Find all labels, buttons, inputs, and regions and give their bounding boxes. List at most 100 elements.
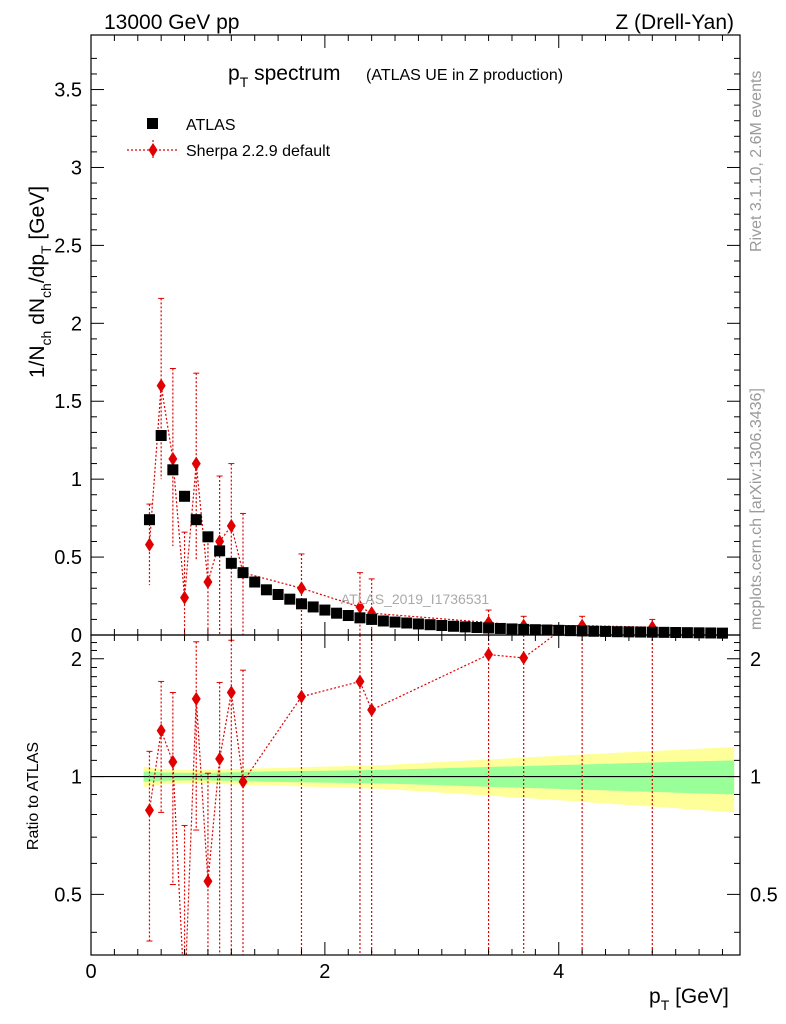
- legend-mc-marker: [148, 143, 158, 157]
- main-data-point: [553, 624, 565, 636]
- main-data-point: [716, 627, 728, 639]
- main-y-tick-label: 2: [71, 313, 82, 335]
- main-y-tick-label: 0: [71, 625, 82, 647]
- main-data-point: [518, 623, 530, 635]
- ratio-y-tick-label-right: 1: [750, 767, 761, 789]
- ratio-y-tick-label: 2: [71, 649, 82, 671]
- main-data-point: [284, 593, 296, 605]
- main-data-point: [354, 612, 366, 624]
- main-mc-point: [168, 451, 178, 466]
- main-data-point: [272, 588, 284, 600]
- ratio-y-axis-label: Ratio to ATLAS: [25, 742, 42, 850]
- main-data-point: [436, 619, 448, 631]
- main-data-point: [541, 624, 553, 636]
- legend-data-label: ATLAS: [186, 117, 236, 134]
- main-data-point: [635, 626, 647, 638]
- main-data-point: [646, 626, 658, 638]
- x-tick-label: 2: [319, 961, 330, 983]
- main-data-point: [424, 619, 436, 631]
- ratio-mc-point: [226, 685, 236, 700]
- ratio-y-ticks: 0.5 0.5 1 1 2 2: [54, 642, 778, 933]
- main-data-point: [202, 531, 214, 543]
- ratio-x-ticks: 0 2 4: [85, 635, 723, 983]
- analysis-label: ATLAS_2019_I1736531: [341, 591, 490, 607]
- header-right: Z (Drell-Yan): [615, 11, 734, 34]
- ratio-y-tick-label-right: 0.5: [750, 884, 778, 906]
- main-mc-point: [355, 599, 365, 614]
- x-axis-label: pT [GeV]: [649, 985, 729, 1013]
- main-data-point: [307, 601, 319, 613]
- main-data-point: [295, 598, 307, 610]
- main-data-point: [237, 567, 249, 579]
- main-y-axis-label-text: 1/Nch dNch/dpT [GeV]: [26, 186, 54, 378]
- ratio-y-tick-label: 1: [71, 767, 82, 789]
- main-data-point: [506, 623, 518, 635]
- ratio-mc-point: [484, 647, 494, 662]
- main-data-point: [155, 430, 167, 442]
- main-data-point: [494, 622, 506, 634]
- ratio-mc-point: [238, 774, 248, 789]
- ratio-uncertainty-band: [91, 747, 740, 813]
- ratio-mc-point: [156, 723, 166, 738]
- main-data-point: [693, 627, 705, 639]
- ratio-mc-point: [191, 691, 201, 706]
- main-data-point: [377, 615, 389, 627]
- ratio-mc-point: [168, 754, 178, 769]
- main-mc-point: [226, 518, 236, 533]
- main-data-point: [331, 607, 343, 619]
- x-tick-label: 0: [85, 961, 96, 983]
- main-y-tick-label: 3: [71, 157, 82, 179]
- main-data-point: [389, 616, 401, 628]
- main-data-point: [401, 617, 413, 629]
- x-tick-label: 4: [553, 961, 564, 983]
- main-y-tick-label: 3.5: [54, 80, 82, 102]
- legend-data-marker: [147, 118, 158, 129]
- main-data-point: [214, 545, 226, 557]
- main-data-point: [471, 622, 483, 634]
- main-mc-point: [296, 581, 306, 596]
- main-data-point: [529, 624, 541, 636]
- ratio-mc-point: [519, 650, 529, 665]
- ratio-band-inner: [143, 760, 735, 795]
- main-data-point: [459, 621, 471, 633]
- ratio-y-tick-label: 0.5: [54, 884, 82, 906]
- rivet-version-label: Rivet 3.1.10, 2.6M events: [748, 70, 765, 252]
- ratio-mc-line: [148, 635, 556, 955]
- main-data-point: [342, 610, 354, 622]
- ratio-frame: [90, 634, 741, 956]
- main-mc-point: [191, 456, 201, 471]
- main-data-point: [143, 514, 155, 526]
- main-data-point: [681, 627, 693, 639]
- main-data-point: [179, 490, 191, 502]
- main-data-point: [564, 625, 576, 637]
- main-data-point: [260, 584, 272, 596]
- main-data-point: [576, 625, 588, 637]
- ratio-mc-point: [296, 689, 306, 704]
- main-title: pT spectrum (ATLAS UE in Z production): [228, 62, 563, 90]
- main-y-tick-label: 1.5: [54, 391, 82, 413]
- main-mc-point: [215, 534, 225, 549]
- main-data-point: [483, 622, 495, 634]
- legend: ATLAS Sherpa 2.2.9 default: [127, 117, 331, 160]
- main-data-point: [190, 514, 202, 526]
- main-data-point: [448, 620, 460, 632]
- main-data-point: [366, 613, 378, 625]
- main-data-point: [319, 604, 331, 616]
- main-mc-line: [148, 385, 653, 628]
- legend-mc-label: Sherpa 2.2.9 default: [186, 143, 331, 160]
- mcplots-label: mcplots.cern.ch [arXiv:1306.3436]: [748, 388, 765, 630]
- main-y-tick-label: 0.5: [54, 547, 82, 569]
- ratio-panel: 0.5 0.5 1 1 2 2 0 2 4 Ratio to ATLAS pT [GeV]: [25, 634, 778, 1013]
- main-data-point: [600, 625, 612, 637]
- ratio-y-tick-label-right: 2: [750, 649, 761, 671]
- main-data-point: [225, 557, 237, 569]
- main-y-tick-label: 2.5: [54, 235, 82, 257]
- ratio-mc-point: [144, 803, 154, 818]
- ratio-mc-point: [203, 874, 213, 889]
- main-mc-point: [180, 590, 190, 605]
- main-data-point: [705, 627, 717, 639]
- main-data-point: [167, 464, 179, 476]
- main-y-tick-label: 1: [71, 469, 82, 491]
- ratio-mc-point: [355, 674, 365, 689]
